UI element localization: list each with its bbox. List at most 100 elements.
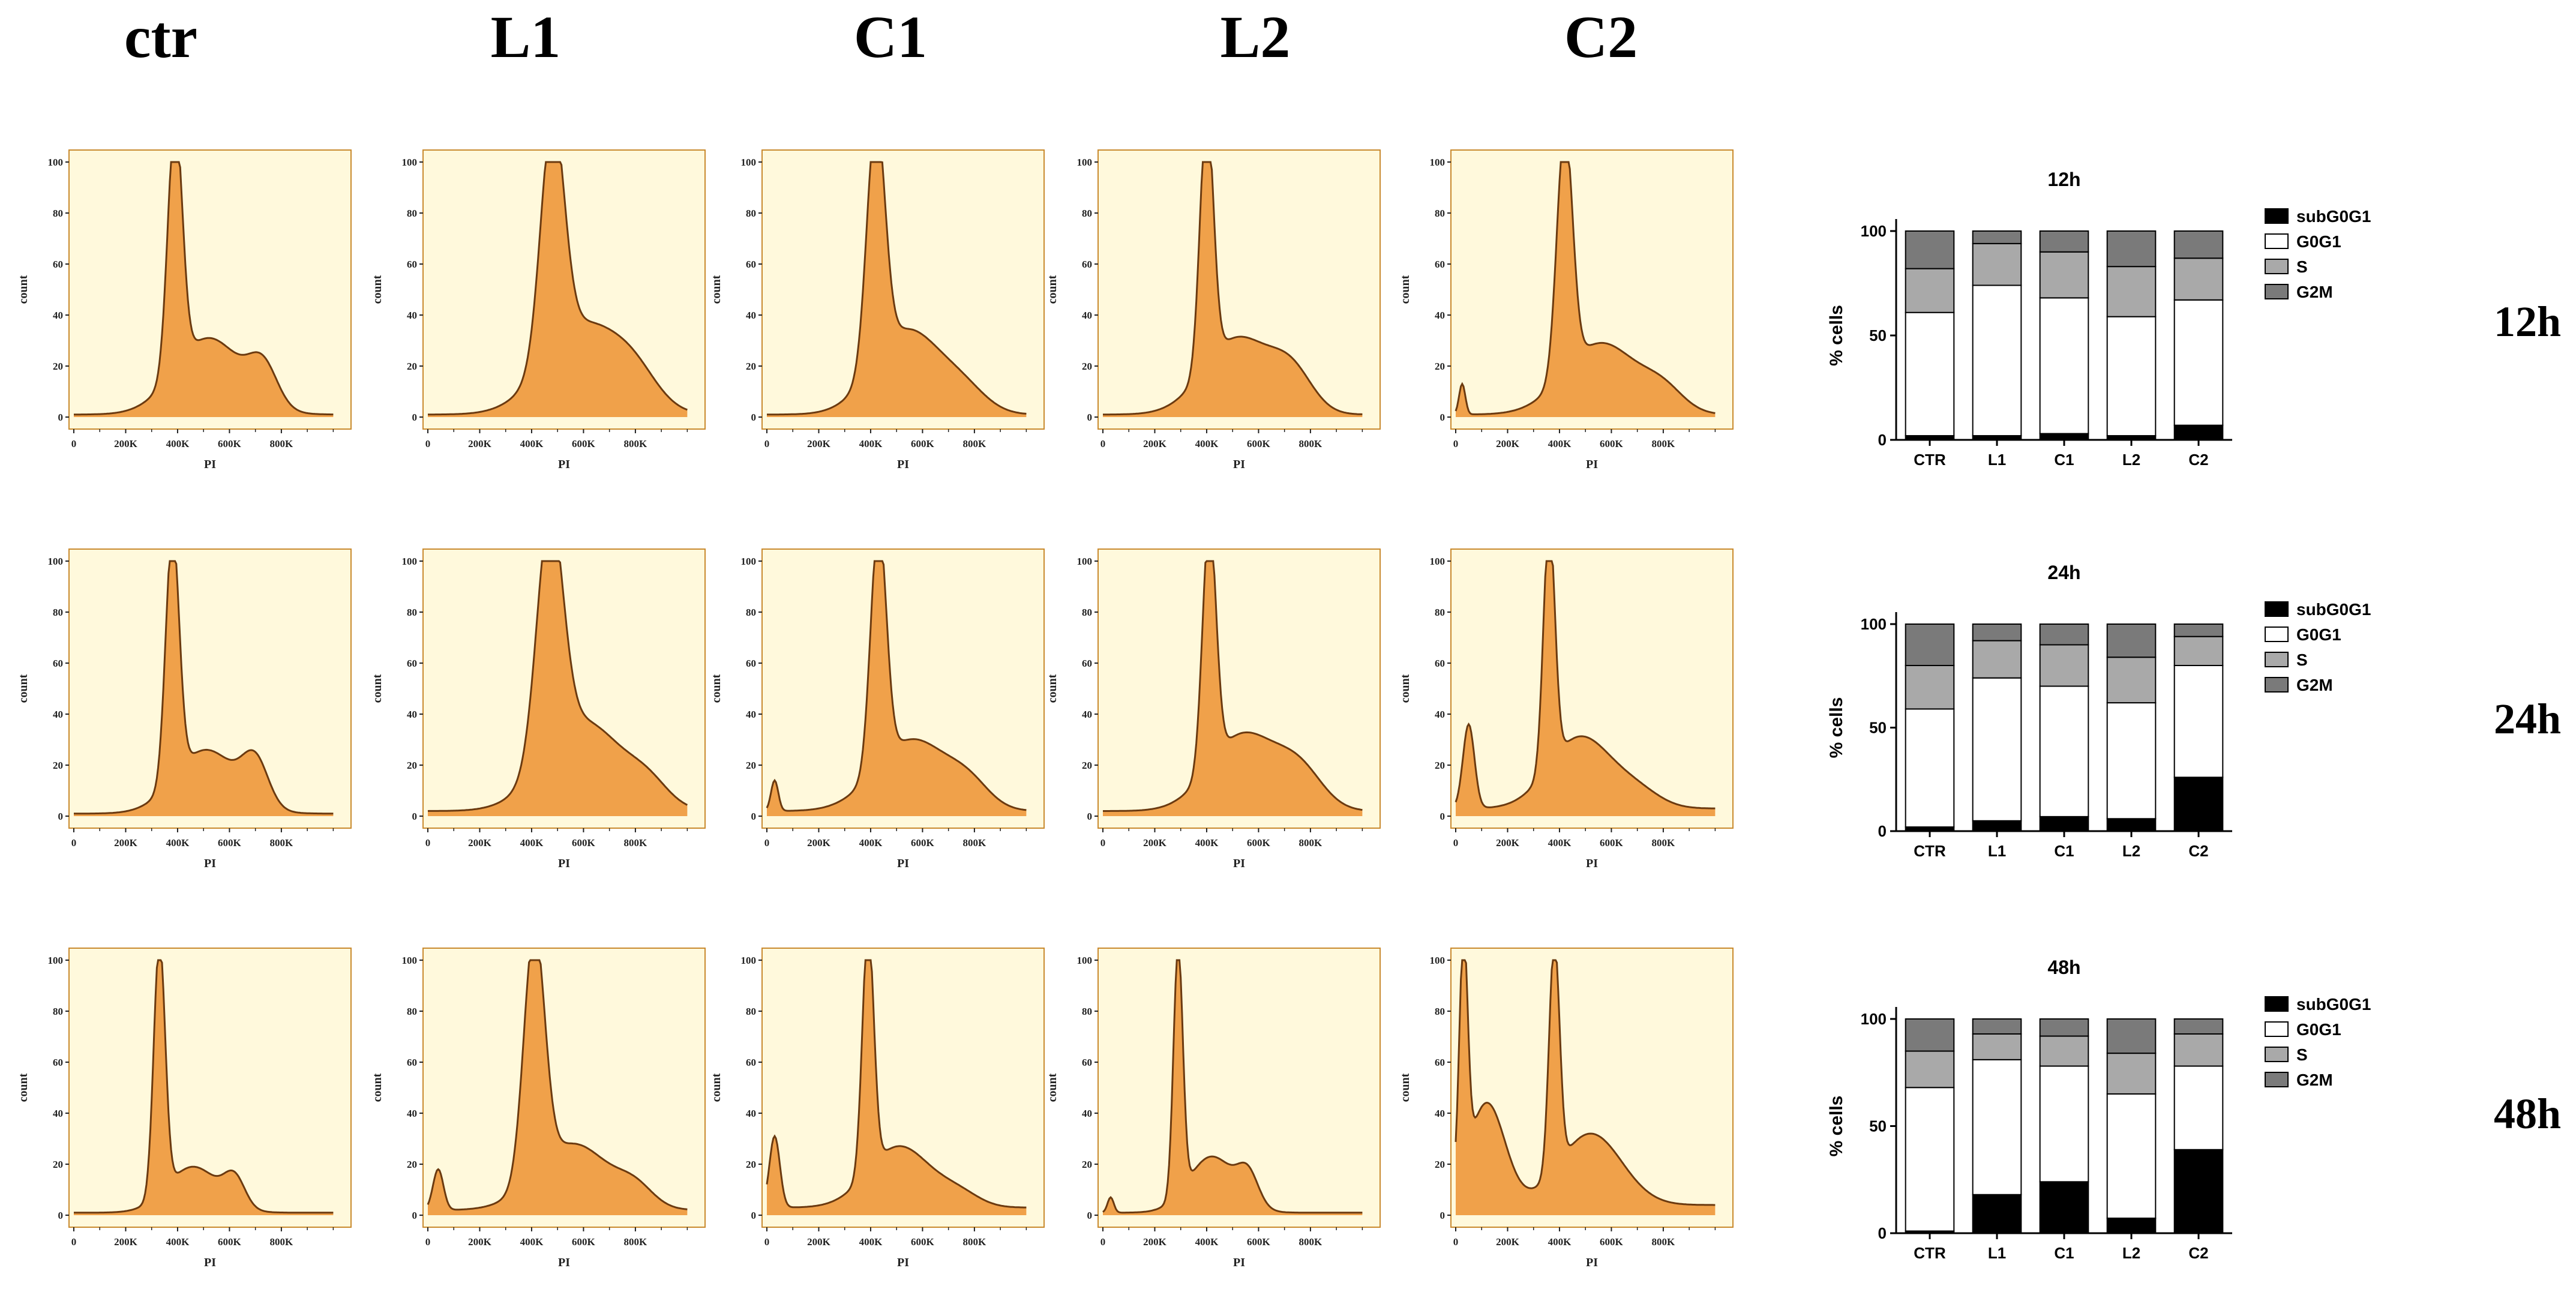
bar-segment-G0G1-L1: [1972, 1059, 2022, 1195]
bar-segment-G2M-CTR: [1905, 230, 1955, 269]
bar-segment-G0G1-L2: [2106, 316, 2157, 437]
histogram-y-label: count: [371, 674, 384, 703]
bar-segment-S-C1: [2039, 644, 2089, 687]
histogram-x-label: PI: [1586, 857, 1598, 870]
histogram-x-tick-label: 400K: [166, 1236, 190, 1248]
histogram-y-tick-label: 60: [746, 658, 756, 669]
bar-segment-subG0G1-CTR: [1905, 826, 1955, 832]
bar-chart-x-tick-label: CTR: [1914, 1244, 1946, 1262]
histogram-ctr-24h: 0 20 40 60 80 100 0 200K 400K 600K 800K PI count: [17, 548, 352, 870]
bar-chart-x-tick-label: C1: [2054, 451, 2074, 469]
histogram-y-tick-label: 100: [48, 157, 64, 168]
histogram-area: [428, 162, 688, 417]
histogram-y-tick-label: 0: [58, 412, 64, 423]
histogram-y-tick-label: 60: [746, 259, 756, 270]
histogram-y-tick-label: 100: [1077, 157, 1093, 168]
histogram-y-tick-label: 40: [1082, 1108, 1092, 1119]
histogram-x-tick-label: 0: [1453, 438, 1459, 449]
bar-segment-G0G1-L1: [1972, 677, 2022, 822]
histogram-y-tick-label: 60: [1082, 259, 1092, 270]
histogram-l2-12h: 0 20 40 60 80 100 0 200K 400K 600K 800K PI count: [1046, 149, 1381, 471]
histogram-y-tick-label: 60: [1082, 1057, 1092, 1068]
histogram-y-tick-label: 100: [48, 556, 64, 567]
histogram-x-tick-label: 800K: [624, 837, 648, 849]
histogram-y-tick-label: 80: [1082, 208, 1092, 219]
histogram-y-tick-label: 0: [1440, 811, 1446, 822]
histogram-x-label: PI: [558, 1256, 570, 1269]
histogram-x-tick-label: 600K: [572, 1236, 596, 1248]
histogram-y-tick-label: 40: [1082, 709, 1092, 720]
histogram-y-tick-label: 20: [1082, 361, 1092, 372]
histogram-y-tick-label: 60: [407, 1057, 417, 1068]
histogram-x-tick-label: 200K: [468, 1236, 492, 1248]
legend-swatch-S: [2265, 1047, 2289, 1062]
legend-swatch-G0G1: [2265, 233, 2289, 249]
histogram-y-tick-label: 20: [53, 1159, 63, 1170]
histogram-x-tick-label: 600K: [1600, 438, 1624, 449]
histogram-y-tick-label: 60: [1435, 259, 1445, 270]
histogram-x-tick-label: 400K: [520, 1236, 544, 1248]
bar-segment-G2M-L2: [2106, 623, 2157, 658]
legend-swatch-subG0G1: [2265, 601, 2289, 617]
bar-segment-S-CTR: [1905, 268, 1955, 313]
histogram-y-tick-label: 80: [1435, 1006, 1445, 1017]
histogram-y-tick-label: 100: [741, 556, 757, 567]
histogram-l1-24h: 0 20 40 60 80 100 0 200K 400K 600K 800K PI count: [371, 548, 706, 870]
histogram-y-label: count: [1399, 275, 1412, 304]
histogram-area: [1456, 960, 1716, 1215]
histogram-y-tick-label: 20: [1082, 1159, 1092, 1170]
histogram-y-tick-label: 100: [741, 157, 757, 168]
legend-swatch-G2M: [2265, 284, 2289, 299]
legend-swatch-G2M: [2265, 1072, 2289, 1087]
histogram-ctr-48h: 0 20 40 60 80 100 0 200K 400K 600K 800K PI count: [17, 948, 352, 1269]
histogram-x-tick-label: 0: [71, 837, 77, 849]
legend-label-S: S: [2296, 650, 2308, 669]
histogram-y-tick-label: 20: [53, 361, 63, 372]
bar-chart-24h: 24h 0 50 100 % cells CTR L1 C1 L2 C2 subG0G1 G0G1 SG…: [1827, 562, 2371, 860]
histogram-x-tick-label: 200K: [807, 837, 831, 849]
bar-segment-subG0G1-L2: [2106, 1218, 2157, 1234]
column-header-l2: L2: [1220, 4, 1291, 70]
histogram-x-tick-label: 200K: [1143, 837, 1167, 849]
histogram-y-tick-label: 80: [746, 1006, 756, 1017]
histogram-y-tick-label: 100: [402, 556, 418, 567]
column-header-l1: L1: [491, 4, 561, 70]
bar-segment-subG0G1-C2: [2173, 777, 2224, 832]
histogram-x-label: PI: [1586, 1256, 1598, 1269]
histogram-y-label: count: [1046, 674, 1059, 703]
histogram-y-tick-label: 40: [53, 310, 63, 321]
legend-swatch-subG0G1: [2265, 208, 2289, 224]
histogram-area: [1456, 162, 1716, 417]
histogram-x-tick-label: 600K: [218, 438, 242, 449]
histogram-x-label: PI: [558, 857, 570, 870]
histogram-outline: [427, 959, 688, 1211]
histogram-outline: [767, 161, 1027, 416]
bar-segment-G0G1-C1: [2039, 297, 2089, 434]
histogram-y-label: count: [1046, 275, 1059, 304]
bar-chart-title: 24h: [2047, 562, 2080, 583]
histogram-y-tick-label: 0: [1087, 811, 1093, 822]
legend-label-G2M: G2M: [2296, 676, 2333, 694]
histogram-x-tick-label: 800K: [1299, 837, 1323, 849]
row-label-48h: 48h: [2494, 1090, 2561, 1138]
histogram-x-tick-label: 0: [425, 837, 431, 849]
bar-segment-G2M-C1: [2039, 623, 2089, 646]
histogram-x-label: PI: [897, 857, 909, 870]
bar-segment-S-C2: [2173, 257, 2224, 301]
bar-segment-G2M-C2: [2173, 230, 2224, 259]
legend-swatch-S: [2265, 652, 2289, 667]
histogram-y-tick-label: 0: [751, 1210, 757, 1221]
histogram-c2-24h: 0 20 40 60 80 100 0 200K 400K 600K 800K PI count: [1399, 548, 1734, 870]
histogram-c1-12h: 0 20 40 60 80 100 0 200K 400K 600K 800K PI count: [710, 149, 1045, 471]
histogram-area: [767, 960, 1027, 1215]
bar-segment-subG0G1-C2: [2173, 1149, 2224, 1234]
column-header-ctr: ctr: [124, 4, 197, 70]
bar-chart-x-tick-label: C2: [2188, 451, 2208, 469]
legend-label-subG0G1: subG0G1: [2296, 995, 2371, 1014]
histogram-x-label: PI: [1233, 1256, 1245, 1269]
legend-label-G0G1: G0G1: [2296, 1020, 2341, 1039]
histogram-x-tick-label: 800K: [270, 1236, 294, 1248]
histogram-y-tick-label: 100: [402, 955, 418, 966]
bar-segment-G0G1-C1: [2039, 1065, 2089, 1183]
